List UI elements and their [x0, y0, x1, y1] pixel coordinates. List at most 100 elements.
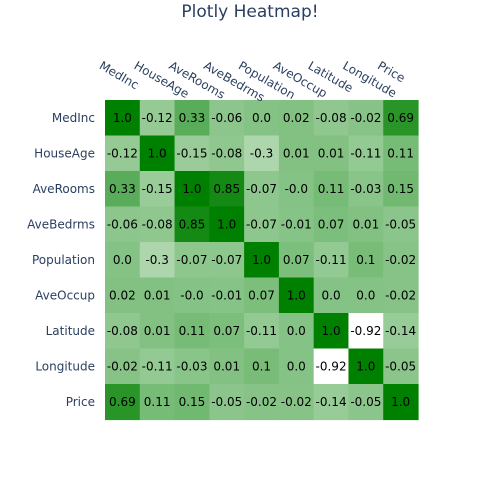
heatmap-cell — [313, 242, 350, 279]
heatmap-cell — [209, 135, 245, 172]
cell-value-label: 1.0 — [252, 253, 271, 267]
heatmap-cell — [209, 206, 245, 243]
cell-value-label: 1.0 — [148, 146, 167, 160]
heatmap-cell — [313, 313, 350, 350]
heatmap-cell — [244, 171, 280, 208]
x-axis-ticks: MedIncHouseAgeAveRoomsAveBedrmsPopulatio… — [97, 58, 408, 104]
cell-value-label: 0.0 — [287, 324, 306, 338]
heatmap-cell — [105, 171, 141, 208]
heatmap-cell — [244, 313, 280, 350]
cell-value-label: -0.3 — [250, 146, 273, 160]
y-tick-label: Price — [66, 395, 95, 409]
cell-value-label: -0.15 — [176, 146, 207, 160]
heatmap-cell — [209, 313, 245, 350]
cell-value-label: -0.02 — [385, 253, 416, 267]
cell-value-label: -0.02 — [350, 111, 381, 125]
heatmap-cell — [139, 135, 176, 172]
heatmap-cell — [105, 277, 141, 314]
cell-value-label: -0.08 — [107, 324, 138, 338]
heatmap-cell — [209, 277, 245, 314]
heatmap-cell — [348, 206, 384, 243]
heatmap-cell — [244, 135, 280, 172]
cell-value-label: 0.01 — [213, 359, 240, 373]
cell-value-label: 0.33 — [109, 182, 136, 196]
heatmap-cell — [383, 242, 419, 279]
cell-value-label: -0.14 — [316, 395, 347, 409]
cell-value-label: 0.69 — [109, 395, 136, 409]
cell-value-label: -0.07 — [176, 253, 207, 267]
heatmap-cell — [278, 135, 315, 172]
heatmap-cell — [348, 242, 384, 279]
cell-value-label: 0.11 — [144, 395, 171, 409]
cell-value-label: -0.07 — [211, 253, 242, 267]
heatmap-cell — [174, 206, 210, 243]
cell-value-label: -0.06 — [107, 217, 138, 231]
heatmap-cell — [348, 313, 384, 350]
cell-value-label: 1.0 — [217, 217, 236, 231]
heatmap-cell — [278, 384, 315, 421]
cell-value-label: -0.0 — [285, 182, 308, 196]
cell-value-label: -0.01 — [211, 288, 242, 302]
heatmap-cell — [383, 171, 419, 208]
cell-value-label: -0.11 — [142, 359, 173, 373]
cell-value-label: 0.01 — [283, 146, 310, 160]
heatmap-cell — [209, 384, 245, 421]
heatmap-cell — [313, 100, 350, 137]
heatmap-cell — [348, 171, 384, 208]
cell-value-label: 0.11 — [318, 182, 345, 196]
heatmap-cell — [209, 348, 245, 385]
heatmap-cell — [278, 100, 315, 137]
heatmap-cell — [348, 384, 384, 421]
cell-value-label: 0.15 — [179, 395, 206, 409]
y-tick-label: Longitude — [35, 359, 95, 373]
heatmap-cell — [244, 206, 280, 243]
cell-value-label: -0.08 — [316, 111, 347, 125]
heatmap-cell — [383, 135, 419, 172]
cell-value-label: 1.0 — [113, 111, 132, 125]
cell-value-label: 0.11 — [179, 324, 206, 338]
heatmap-cell — [348, 100, 384, 137]
heatmap-cell — [244, 242, 280, 279]
heatmap-cell — [139, 100, 176, 137]
heatmap-cell — [139, 206, 176, 243]
heatmap-cell — [139, 313, 176, 350]
heatmap-cell — [278, 171, 315, 208]
cell-value-label: 0.85 — [179, 217, 206, 231]
cell-value-label: -0.05 — [385, 217, 416, 231]
cell-value-label: -0.07 — [246, 182, 277, 196]
cell-value-label: 0.02 — [109, 288, 136, 302]
cell-value-label: -0.3 — [145, 253, 168, 267]
heatmap-cell — [313, 348, 350, 385]
heatmap-cell — [139, 348, 176, 385]
cell-value-label: 0.0 — [252, 111, 271, 125]
x-tick-label: MedInc — [97, 58, 141, 92]
heatmap-cell — [278, 348, 315, 385]
heatmap-cell — [105, 100, 141, 137]
heatmap-cell — [348, 135, 384, 172]
heatmap-cell — [278, 313, 315, 350]
cell-value-label: -0.92 — [350, 324, 381, 338]
cell-value-label: -0.05 — [385, 359, 416, 373]
y-tick-label: AveOccup — [35, 288, 95, 302]
cell-value-label: -0.15 — [142, 182, 173, 196]
cell-value-label: 0.01 — [144, 288, 171, 302]
heatmap-cell — [105, 242, 141, 279]
cell-value-label: 0.0 — [287, 359, 306, 373]
cell-value-label: -0.11 — [316, 253, 347, 267]
heatmap-cell — [174, 348, 210, 385]
cell-value-label: 1.0 — [322, 324, 341, 338]
heatmap-cell — [244, 348, 280, 385]
heatmap-cell — [174, 135, 210, 172]
heatmap-cell — [105, 313, 141, 350]
heatmap-cell — [383, 100, 419, 137]
cell-value-label: -0.02 — [246, 395, 277, 409]
heatmap-cell — [278, 206, 315, 243]
heatmap-cell — [383, 277, 419, 314]
cell-value-label: 0.0 — [356, 288, 375, 302]
heatmap-cell — [139, 277, 176, 314]
heatmap-cell — [383, 348, 419, 385]
cell-value-label: 1.0 — [391, 395, 410, 409]
cell-value-label: 0.15 — [387, 182, 414, 196]
cell-value-label: -0.07 — [246, 217, 277, 231]
